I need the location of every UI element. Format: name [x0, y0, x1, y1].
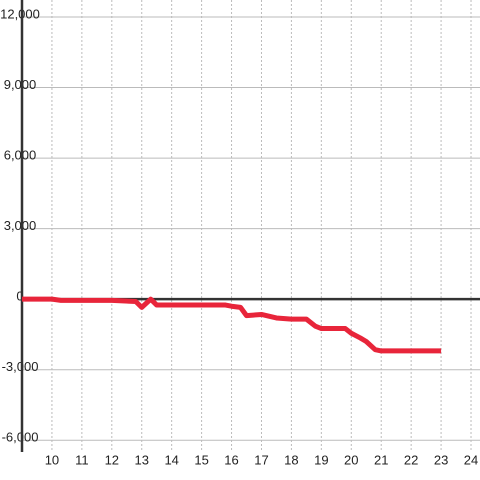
data-line [22, 296, 442, 354]
x-tick-label: 12 [105, 452, 119, 467]
x-tick-label: 22 [404, 452, 418, 467]
x-tick-label: 16 [224, 452, 238, 467]
x-tick-label: 17 [254, 452, 268, 467]
y-tick-label: 6,000 [4, 148, 37, 163]
y-tick-label: 12,000 [0, 6, 40, 21]
x-tick-label: 23 [434, 452, 448, 467]
x-tick-label: 20 [344, 452, 358, 467]
y-tick-label: 9,000 [4, 77, 37, 92]
y-tick-label: -6,000 [2, 430, 39, 445]
x-tick-label: 10 [45, 452, 59, 467]
x-tick-label: 15 [194, 452, 208, 467]
y-tick-label: -3,000 [2, 359, 39, 374]
x-tick-label: 11 [75, 452, 89, 467]
y-tick-label: 3,000 [4, 218, 37, 233]
x-tick-label: 21 [374, 452, 388, 467]
x-tick-label: 19 [314, 452, 328, 467]
y-tick-label: 0 [16, 289, 23, 304]
x-tick-label: 13 [135, 452, 149, 467]
x-tick-label: 24 [464, 452, 478, 467]
x-tick-label: 14 [164, 452, 178, 467]
x-tick-label: 18 [284, 452, 298, 467]
